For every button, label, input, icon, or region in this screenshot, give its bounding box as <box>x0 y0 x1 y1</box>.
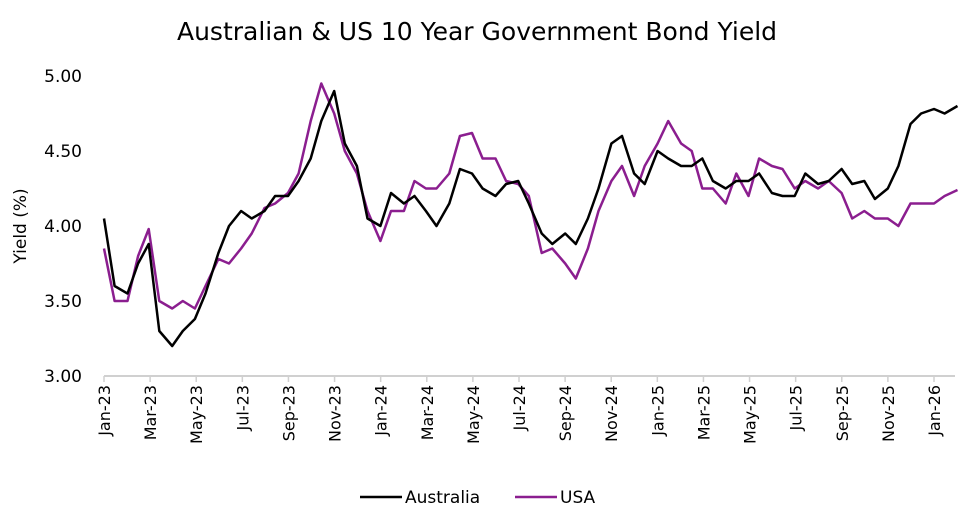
x-tick-label: Mar-23 <box>141 385 160 440</box>
x-tick-label: Nov-25 <box>879 385 898 442</box>
x-ticks: Jan-23 Mar-23 May-23 Jul-23 Sep-23 Nov-23 Jan-… <box>95 376 944 444</box>
chart-title: Australian & US 10 Year Government Bond … <box>177 17 777 46</box>
x-tick-label: Nov-23 <box>326 385 345 442</box>
series-line-australia <box>102 89 959 348</box>
x-tick-label: Jan-25 <box>648 385 667 437</box>
legend: Australia USA <box>360 488 596 508</box>
x-tick-label: Sep-24 <box>556 385 575 441</box>
x-tick-label: May-23 <box>187 385 206 444</box>
x-tick-label: Sep-23 <box>279 385 298 441</box>
y-tick-label: 4.00 <box>44 217 82 237</box>
x-tick-label: Nov-24 <box>602 385 621 442</box>
y-tick-label: 3.00 <box>44 367 82 387</box>
y-axis-label: Yield (%) <box>11 188 31 264</box>
x-tick-label: Sep-25 <box>833 385 852 441</box>
x-tick-label: Mar-24 <box>418 385 437 440</box>
x-tick-label: Jan-24 <box>372 385 391 437</box>
y-tick-label: 4.50 <box>44 142 82 162</box>
x-tick-label: Jan-23 <box>95 385 114 437</box>
x-tick-label: Jul-24 <box>510 385 529 431</box>
legend-label: Australia <box>405 488 480 508</box>
x-tick-label: May-25 <box>741 385 760 444</box>
y-tick-label: 3.50 <box>44 292 82 312</box>
x-tick-label: Jul-25 <box>787 385 806 431</box>
series-lines <box>102 82 959 348</box>
legend-label: USA <box>560 488 596 508</box>
x-tick-label: May-24 <box>464 385 483 444</box>
x-tick-label: Mar-25 <box>694 385 713 440</box>
series-line-usa <box>102 82 959 310</box>
x-tick-label: Jan-26 <box>925 385 944 437</box>
y-tick-label: 5.00 <box>44 67 82 87</box>
y-ticks: 3.00 3.50 4.00 4.50 5.00 <box>44 67 82 387</box>
x-tick-label: Jul-23 <box>233 385 252 431</box>
